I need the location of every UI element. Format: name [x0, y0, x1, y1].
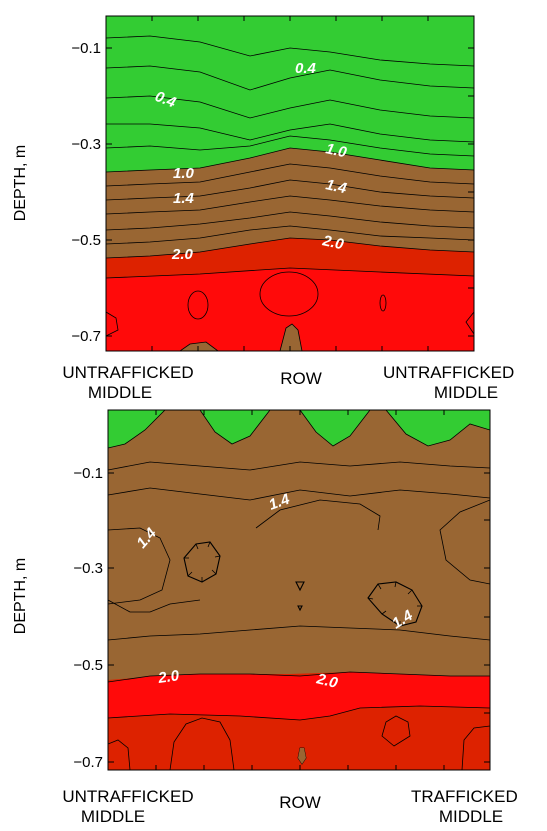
- contour-label: 2.0: [156, 667, 181, 687]
- panel-bottom-plot-area: [108, 410, 490, 770]
- y-tick-label: −0.3: [73, 560, 103, 577]
- contour-label: 2.0: [171, 246, 194, 263]
- contour-label: 2.0: [320, 232, 346, 253]
- panel-top-contour-labels: 0.4 0.4 1.0 1.0 1.4 1.4 2.0 2.0: [153, 60, 349, 263]
- band-bright-red-top: [106, 268, 474, 351]
- panel-top-plot-area: [106, 16, 474, 351]
- x-category-label: ROW: [279, 793, 321, 812]
- y-tick-label: −0.1: [71, 40, 101, 57]
- panel-bottom-x-labels: UNTRAFFICKED MIDDLE ROW TRAFFICKED MIDDL…: [62, 787, 517, 826]
- contour-label: 1.0: [173, 165, 195, 182]
- panel-top: 0.4 0.4 1.0 1.0 1.4 1.4 2.0 2.0 −0.1 −0.…: [12, 15, 514, 402]
- panel-bottom-frame-ticks: [108, 410, 490, 770]
- x-category-label: UNTRAFFICKED: [62, 363, 193, 382]
- y-tick-label: −0.3: [71, 136, 101, 153]
- x-category-label: TRAFFICKED: [411, 787, 518, 806]
- panel-top-y-ticks: −0.1 −0.3 −0.5 −0.7: [71, 40, 101, 345]
- y-axis-label: DEPTH, m: [12, 145, 29, 221]
- x-category-label: UNTRAFFICKED: [62, 787, 193, 806]
- contour-label: 2.0: [314, 670, 340, 692]
- contour-label: 1.4: [173, 190, 195, 207]
- panel-bottom-frame: [107, 409, 491, 771]
- y-tick-label: −0.5: [73, 657, 103, 674]
- contour-label: 1.0: [324, 140, 349, 161]
- y-tick-label: −0.5: [71, 232, 101, 249]
- x-category-label: UNTRAFFICKED: [383, 363, 514, 382]
- panel-bottom: 1.4 1.4 1.4 2.0 2.0 −0.1 −0.3 −0.5 −0.7 …: [12, 409, 518, 826]
- contour-lines-top: [106, 35, 474, 351]
- x-category-label: ROW: [280, 369, 322, 388]
- contour-label: 1.4: [324, 176, 349, 197]
- panel-top-x-labels: UNTRAFFICKED MIDDLE ROW UNTRAFFICKED MID…: [62, 363, 514, 402]
- x-category-label: MIDDLE: [81, 807, 145, 826]
- y-axis-label: DEPTH, m: [12, 558, 29, 634]
- x-category-label: MIDDLE: [88, 383, 152, 402]
- y-tick-label: −0.1: [73, 465, 103, 482]
- contour-label: 0.4: [295, 60, 317, 77]
- band-green-bottom: [108, 410, 490, 448]
- x-category-label: MIDDLE: [439, 807, 503, 826]
- band-dark-red-bottom: [108, 706, 490, 770]
- panel-top-frame-ticks: [106, 16, 474, 351]
- x-category-label: MIDDLE: [434, 383, 498, 402]
- y-tick-label: −0.7: [71, 328, 101, 345]
- contour-lines-bottom: [108, 410, 490, 770]
- contour-label: 0.4: [153, 88, 179, 112]
- panel-bottom-y-ticks: −0.1 −0.3 −0.5 −0.7: [73, 465, 103, 771]
- contour-label: 1.4: [267, 490, 293, 513]
- y-tick-label: −0.7: [73, 754, 103, 771]
- hatch-ticks: [184, 541, 422, 626]
- pocket-brown-bottom: [298, 748, 306, 764]
